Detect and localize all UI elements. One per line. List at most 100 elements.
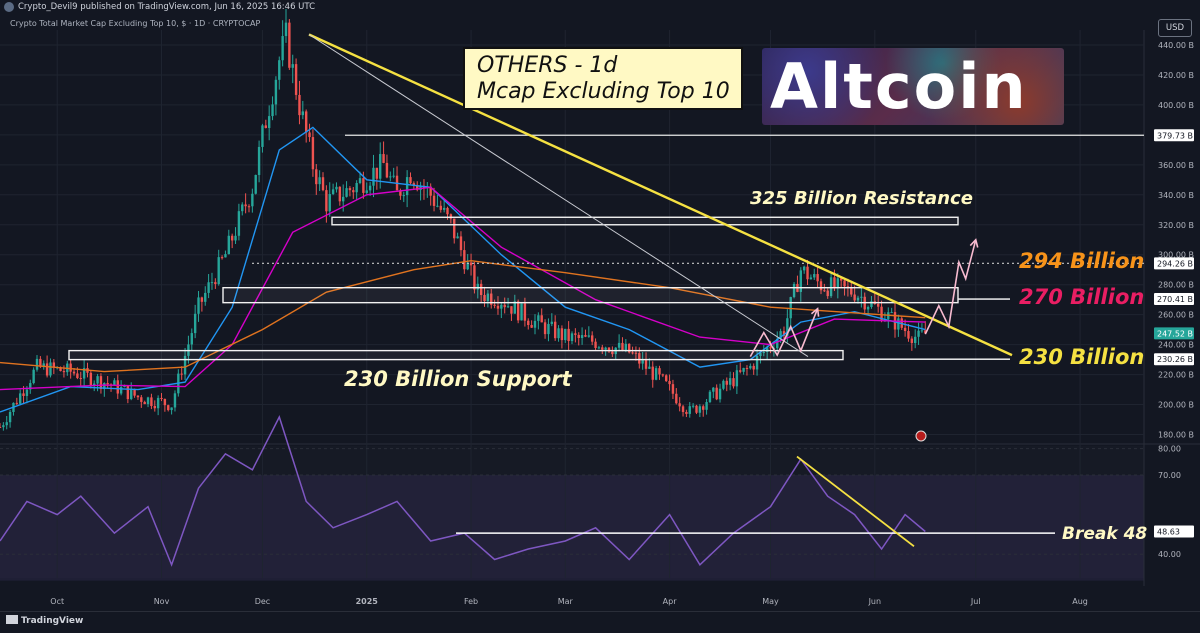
x-tick-label: Feb [464, 597, 478, 606]
tradingview-logo[interactable]: TradingView [6, 615, 83, 626]
candle-body [372, 167, 375, 186]
candle-body [247, 206, 251, 208]
candle-body [362, 178, 365, 193]
candle-body [146, 397, 150, 405]
candle-body [476, 283, 479, 290]
candle-body [557, 328, 560, 339]
candle-body [173, 393, 177, 408]
candle-body [728, 378, 732, 385]
candle-body [456, 236, 459, 239]
candle-body [819, 281, 823, 291]
candle-body [839, 278, 843, 281]
candle-body [412, 183, 416, 186]
candle-body [799, 270, 802, 292]
candle-body [752, 365, 755, 370]
label-294-billion: 294 Billion [1019, 249, 1145, 273]
candle-body [537, 315, 540, 321]
candle-body [254, 174, 257, 194]
price-label: 247.52 B [1157, 329, 1193, 338]
candle-body [641, 359, 644, 364]
candle-body [705, 402, 708, 410]
candle-body [133, 388, 136, 396]
y-tick-label: 200.00 B [1158, 401, 1194, 410]
title-box: OTHERS - 1d Mcap Excluding Top 10 [463, 47, 743, 110]
title-line-1: OTHERS - 1d [477, 53, 618, 78]
candle-body [140, 397, 143, 402]
rsi-tick-label: 40.00 [1158, 550, 1181, 559]
candle-body [167, 405, 170, 411]
candle-body [540, 315, 543, 323]
price-label-bg [1154, 257, 1194, 270]
candle-body [338, 186, 342, 202]
candle-body [678, 403, 681, 407]
candle-body [547, 323, 550, 335]
candle-body [402, 195, 405, 197]
candle-body [732, 378, 735, 387]
candle-body [325, 190, 328, 212]
candle-body [5, 422, 8, 426]
candle-body [278, 60, 281, 80]
candle-body [762, 352, 765, 354]
candle-body [759, 352, 762, 357]
candle-body [18, 393, 22, 404]
candle-body [204, 292, 207, 302]
candle-body [681, 406, 685, 412]
candle-body [453, 218, 456, 239]
candle-body [846, 286, 850, 288]
candle-body [739, 370, 742, 372]
candle-body [217, 257, 220, 285]
candle-body [311, 137, 315, 170]
candle-body [597, 347, 601, 349]
candle-body [624, 343, 628, 350]
publisher-avatar [4, 2, 14, 12]
candle-body [850, 286, 853, 295]
candle-body [8, 411, 12, 423]
candle-body [607, 347, 611, 352]
candle-body [150, 397, 153, 406]
candle-body [742, 367, 745, 372]
zone-230-support [68, 349, 844, 361]
candle-body [197, 297, 200, 314]
candle-body [533, 320, 537, 328]
candle-body [870, 301, 873, 307]
candle-body [123, 385, 126, 388]
candle-body [907, 331, 910, 339]
currency-button[interactable]: USD [1158, 19, 1192, 37]
candle-body [745, 367, 749, 369]
candle-body [348, 188, 352, 191]
candle-body [257, 146, 261, 175]
candle-body [210, 282, 214, 284]
candle-body [685, 411, 688, 414]
candle-body [570, 333, 574, 342]
candle-body [628, 343, 631, 353]
candle-body [530, 325, 533, 328]
y-tick-label: 440.00 B [1158, 41, 1194, 50]
candle-body [180, 373, 183, 375]
candle-body [843, 280, 846, 287]
candle-body [466, 262, 469, 270]
candle-body [708, 391, 712, 403]
candle-body [365, 190, 368, 193]
candle-body [241, 204, 244, 212]
candle-body [617, 342, 621, 348]
rsi-tick-label: 70.00 [1158, 471, 1181, 480]
tradingview-brand: TradingView [21, 616, 84, 626]
candle-body [345, 188, 348, 197]
candle-body [15, 402, 19, 404]
candle-body [567, 328, 570, 342]
candle-body [776, 338, 779, 349]
candle-body [527, 320, 530, 326]
candle-body [261, 125, 264, 147]
price-label: 379.73 B [1157, 131, 1193, 140]
candle-body [675, 393, 678, 404]
candle-body [826, 290, 829, 297]
candle-body [853, 294, 856, 301]
tradingview-icon [6, 615, 18, 624]
candle-body [355, 183, 358, 193]
candle-body [304, 111, 308, 133]
candle-body [779, 331, 782, 339]
rsi-downtrend-line [796, 455, 915, 548]
candle-body [409, 177, 412, 184]
candle-body [126, 385, 130, 400]
candle-body [802, 266, 806, 271]
